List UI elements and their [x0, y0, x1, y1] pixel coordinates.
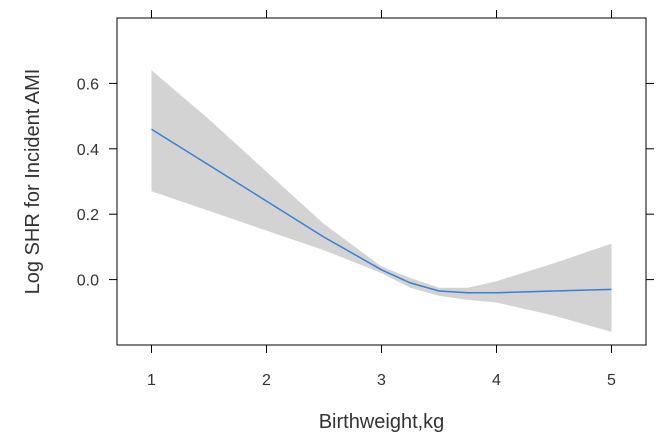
- y-axis-title: Log SHR for Incident AMI: [22, 69, 44, 295]
- axis-ticks: [109, 10, 654, 353]
- x-tick-label: 3: [377, 372, 386, 389]
- y-tick-label: 0.0: [77, 273, 99, 290]
- x-tick-label: 2: [262, 372, 271, 389]
- y-tick-label: 0.6: [77, 76, 99, 93]
- x-tick-label: 1: [147, 372, 156, 389]
- x-tick-label: 4: [492, 372, 501, 389]
- fit-line-layer: [151, 128, 612, 294]
- fit-line: [151, 128, 612, 294]
- confidence-band-layer: [151, 70, 612, 332]
- x-tick-label: 5: [607, 372, 616, 389]
- y-tick-label: 0.4: [77, 142, 99, 159]
- tick-labels: 1 2 3 4 5 0.0 0.2 0.4 0.6: [77, 76, 616, 389]
- y-tick-label: 0.2: [77, 207, 99, 224]
- confidence-band: [151, 70, 612, 332]
- x-axis-title: Birthweight,kg: [319, 411, 445, 433]
